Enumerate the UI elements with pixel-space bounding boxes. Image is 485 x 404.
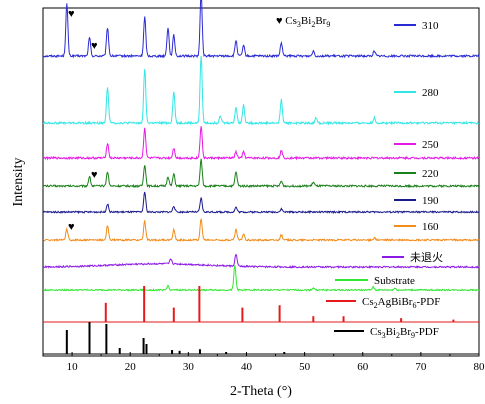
legend-label-220: 220	[422, 168, 439, 180]
series-line-substrate	[42, 265, 480, 292]
series-layer	[42, 0, 480, 355]
legend-label-unannealed: 未退火	[410, 251, 443, 264]
legend-label-250: 250	[422, 139, 439, 151]
legend-label-cs3bi2br9: Cs3Bi2Br9-PDF	[370, 326, 439, 340]
x-axis-title: 2-Theta (°)	[230, 384, 292, 399]
x-tick-label: 30	[183, 361, 195, 373]
series-line-unannealed	[42, 253, 480, 269]
series-line-250	[42, 126, 480, 161]
heart-marker-220: ♥	[91, 169, 98, 181]
x-tick-label: 50	[299, 361, 311, 373]
series-line-280	[42, 55, 480, 126]
series-cs2agbibr6-pdf	[43, 286, 479, 323]
cs3bi2br9-annotation: ♥ Cs3Bi2Br9	[276, 15, 330, 29]
series-line-160	[42, 218, 480, 243]
x-tick-label: 10	[67, 361, 79, 373]
heart-marker-310-a: ♥	[68, 8, 75, 20]
series-cs3bi2br9-pdf	[43, 322, 479, 355]
legend: 310 280 250 220 190 160 未退火 Substrate Cs…	[326, 20, 443, 340]
x-ticks: 10 20 30 40 50 60 70 80	[42, 352, 485, 373]
x-tick-label: 40	[241, 361, 253, 373]
y-axis-title: Intensity	[11, 158, 26, 207]
legend-label-160: 160	[422, 221, 439, 233]
heart-marker-160: ♥	[68, 221, 75, 233]
plot-frame	[42, 7, 480, 357]
legend-label-cs2agbibr6: Cs2AgBiBr6-PDF	[362, 296, 440, 310]
x-tick-label: 80	[474, 361, 485, 373]
heart-marker-310-b: ♥	[91, 40, 98, 52]
legend-label-280: 280	[422, 87, 439, 99]
series-line-310	[42, 0, 480, 59]
legend-label-substrate: Substrate	[374, 275, 415, 287]
x-tick-label: 60	[357, 361, 369, 373]
legend-label-190: 190	[422, 195, 439, 207]
x-tick-label: 70	[415, 361, 427, 373]
x-tick-label: 20	[125, 361, 137, 373]
legend-label-310: 310	[422, 20, 439, 32]
series-line-220	[42, 158, 480, 189]
series-line-190	[42, 191, 480, 215]
